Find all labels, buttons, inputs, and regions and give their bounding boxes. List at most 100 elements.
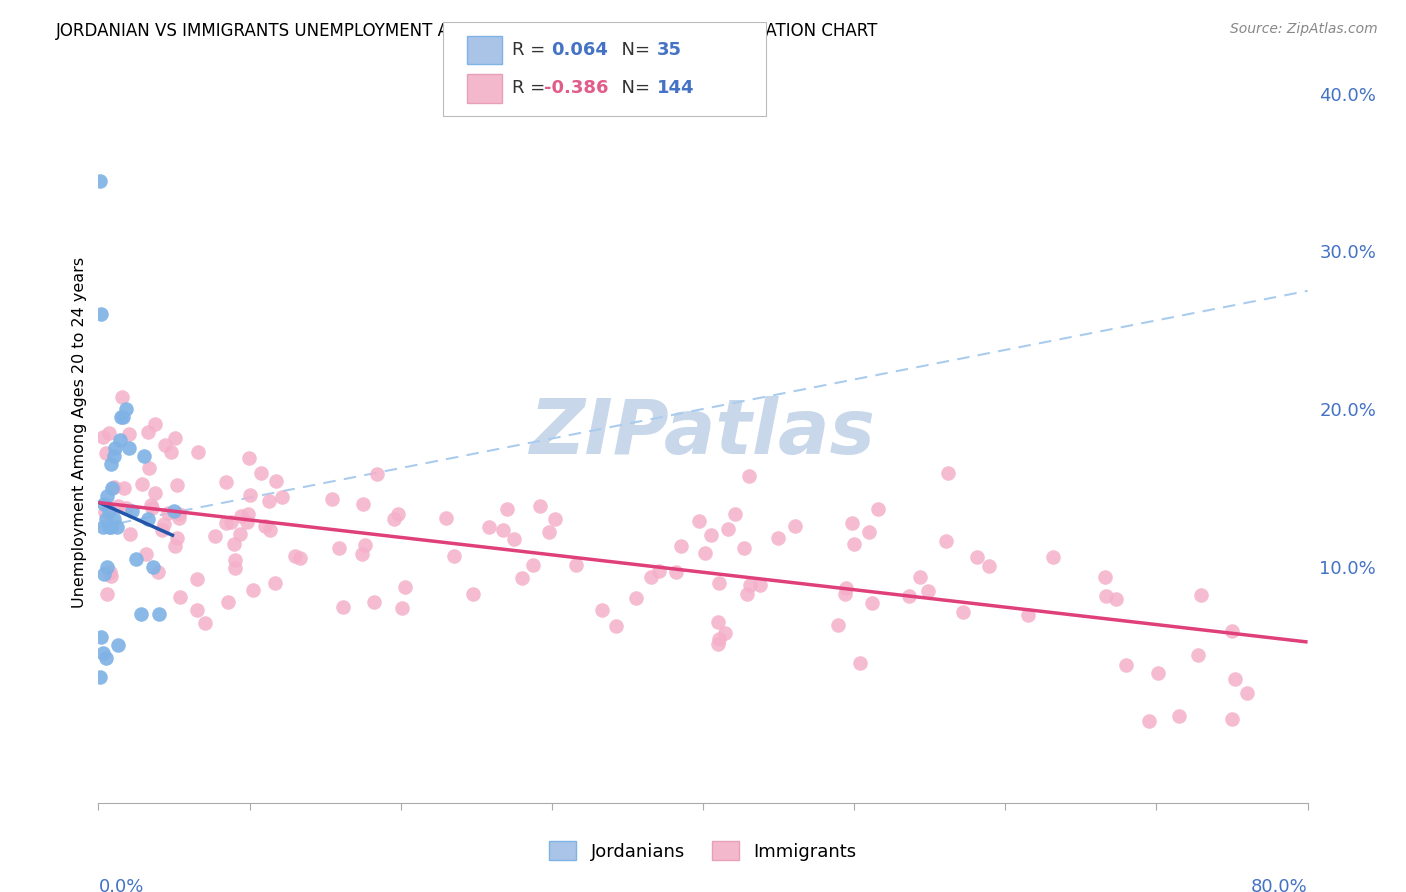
Point <box>665 566 688 580</box>
Point <box>591 603 613 617</box>
Point <box>166 478 188 492</box>
Point <box>204 528 226 542</box>
Point <box>461 587 484 601</box>
Point <box>101 481 124 495</box>
Point <box>90 631 112 645</box>
Point <box>194 615 217 630</box>
Point <box>163 539 186 553</box>
Point <box>1105 592 1128 607</box>
Legend: Jordanians, Immigrants: Jordanians, Immigrants <box>543 834 863 868</box>
Point <box>120 526 142 541</box>
Text: JORDANIAN VS IMMIGRANTS UNEMPLOYMENT AMONG AGES 20 TO 24 YEARS CORRELATION CHART: JORDANIAN VS IMMIGRANTS UNEMPLOYMENT AMO… <box>56 22 879 40</box>
Point <box>103 480 125 494</box>
Text: Source: ZipAtlas.com: Source: ZipAtlas.com <box>1230 22 1378 37</box>
Point <box>91 430 114 444</box>
Point <box>264 475 287 489</box>
Point <box>142 559 165 574</box>
Point <box>898 590 921 604</box>
Point <box>1146 665 1168 680</box>
Point <box>136 425 159 440</box>
Point <box>394 580 416 594</box>
Point <box>350 548 373 562</box>
Text: ZIPatlas: ZIPatlas <box>530 396 876 469</box>
Point <box>849 657 872 671</box>
Point <box>90 308 112 322</box>
Point <box>917 584 939 599</box>
Point <box>143 486 166 500</box>
Point <box>103 449 125 463</box>
Point <box>693 546 716 560</box>
Point <box>1187 648 1209 662</box>
Point <box>118 427 141 442</box>
Point <box>979 559 1001 574</box>
Point <box>496 501 519 516</box>
Point <box>138 460 160 475</box>
Point <box>224 560 246 574</box>
Point <box>387 507 409 521</box>
Point <box>217 594 239 608</box>
Point <box>738 578 761 592</box>
Point <box>186 603 208 617</box>
Point <box>107 638 129 652</box>
Point <box>165 431 187 445</box>
Point <box>478 520 501 534</box>
Point <box>332 600 354 615</box>
Point <box>366 467 388 482</box>
Point <box>860 596 883 610</box>
Text: 0.0%: 0.0% <box>98 879 143 892</box>
Point <box>153 517 176 532</box>
Text: R =: R = <box>512 79 551 97</box>
Point <box>733 541 755 555</box>
Point <box>827 617 849 632</box>
Point <box>94 505 117 519</box>
Point <box>135 547 157 561</box>
Point <box>166 531 188 545</box>
Point <box>717 522 740 536</box>
Point <box>118 442 141 456</box>
Point <box>1220 712 1243 726</box>
Point <box>187 444 209 458</box>
Point <box>766 531 789 545</box>
Point <box>1115 658 1137 673</box>
Point <box>132 449 155 463</box>
Point <box>935 533 957 548</box>
Point <box>841 516 863 531</box>
Point <box>89 670 111 684</box>
Point <box>669 539 692 553</box>
Point <box>724 507 747 521</box>
Point <box>271 490 294 504</box>
Point <box>148 607 170 621</box>
Point <box>434 511 457 525</box>
Point <box>707 637 730 651</box>
Text: N=: N= <box>610 41 657 59</box>
Point <box>236 515 259 529</box>
Point <box>107 499 129 513</box>
Point <box>169 590 191 604</box>
Point <box>1236 685 1258 699</box>
Point <box>141 500 163 515</box>
Point <box>163 504 186 518</box>
Text: 144: 144 <box>657 79 695 97</box>
Point <box>1042 550 1064 565</box>
Point <box>842 537 865 551</box>
Point <box>111 390 134 404</box>
Point <box>1094 570 1116 584</box>
Point <box>321 492 343 507</box>
Point <box>537 525 560 540</box>
Point <box>737 469 759 483</box>
Point <box>264 576 287 591</box>
Point <box>91 520 114 534</box>
Point <box>125 551 148 566</box>
Point <box>1017 607 1039 622</box>
Point <box>363 595 385 609</box>
Point <box>624 591 647 605</box>
Point <box>640 569 662 583</box>
Point <box>382 511 405 525</box>
Point <box>93 567 115 582</box>
Point <box>1223 672 1246 686</box>
Point <box>94 512 117 526</box>
Point <box>94 651 117 665</box>
Point <box>108 434 131 448</box>
Point <box>100 457 122 471</box>
Point <box>238 451 260 466</box>
